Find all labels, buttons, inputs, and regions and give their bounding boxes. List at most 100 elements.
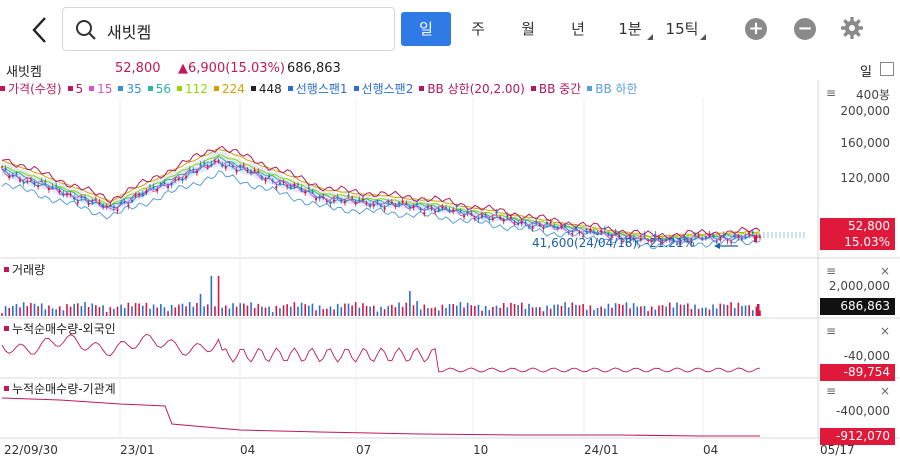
volume-bar <box>275 305 278 316</box>
candle-body <box>499 216 502 218</box>
zoom-out-button[interactable]: − <box>794 18 816 40</box>
volume-bar <box>387 306 390 316</box>
candle-body <box>232 165 235 167</box>
volume-bar <box>160 304 162 316</box>
legend-item[interactable]: 선행스팬2 <box>353 80 413 97</box>
candle-body <box>307 187 310 189</box>
volume-bar <box>481 310 483 316</box>
price-tag-pct: 15.03% <box>844 235 890 249</box>
volume-bar <box>156 307 159 316</box>
volume-bar <box>712 304 714 316</box>
legend-swatch <box>530 86 536 91</box>
legend-item[interactable]: 56 <box>147 82 171 96</box>
candle-body <box>715 240 718 242</box>
gear-icon[interactable] <box>840 16 864 40</box>
menu-icon[interactable]: ≡ <box>826 324 837 338</box>
volume-bar <box>315 310 317 316</box>
candle-body <box>755 237 758 239</box>
volume-bar <box>170 304 173 316</box>
volume-bar <box>744 305 747 316</box>
moving-average-line <box>1 160 761 243</box>
candle-body <box>354 202 357 204</box>
legend-item[interactable]: 15 <box>89 82 112 96</box>
legend-item[interactable]: 35 <box>118 82 142 96</box>
x-tick: 04 <box>240 443 256 457</box>
volume-bar <box>658 305 660 316</box>
legend-item[interactable]: 224 <box>213 82 245 96</box>
candle-body <box>210 163 213 166</box>
tab-year[interactable]: 년 <box>555 12 601 46</box>
volume-bar <box>683 304 685 316</box>
candle-body <box>459 211 462 213</box>
candle-body <box>58 190 61 192</box>
candle-body <box>84 196 87 199</box>
close-icon[interactable]: × <box>879 384 890 398</box>
candle-body <box>733 235 736 238</box>
volume-bar <box>757 304 760 316</box>
menu-icon[interactable]: ≡ <box>826 384 837 398</box>
volume-bar <box>232 303 234 316</box>
candle-body <box>748 232 751 235</box>
legend-item[interactable]: BB 중간 <box>530 80 581 97</box>
volume-bar <box>553 304 556 316</box>
legend-item[interactable]: 448 <box>250 82 282 96</box>
volume-bar <box>603 308 606 316</box>
candle-body <box>206 165 209 168</box>
candle-body <box>167 186 170 188</box>
tab-minute[interactable]: 1분 <box>607 12 653 46</box>
legend-item[interactable]: 112 <box>177 82 208 96</box>
candle-body <box>596 233 599 235</box>
search-box[interactable]: 새빗켐 <box>62 7 395 51</box>
price-tag-price: 52,800 <box>848 219 890 233</box>
candle-body <box>452 209 455 212</box>
pane-title-text: 거래량 <box>12 263 46 277</box>
legend-item[interactable]: 가격(수정) <box>0 80 62 97</box>
candle-body <box>116 209 119 212</box>
tab-week[interactable]: 주 <box>455 12 501 46</box>
legend-item[interactable]: 선행스팬1 <box>287 80 348 97</box>
volume-bar <box>297 306 299 316</box>
tab-day[interactable]: 일 <box>401 12 451 46</box>
candle-body <box>390 201 393 203</box>
volume-bar <box>463 307 465 316</box>
volume-bar <box>246 305 249 316</box>
volume-bar <box>546 305 548 316</box>
tab-tick[interactable]: 15틱 <box>658 12 706 46</box>
maximize-icon[interactable] <box>880 62 894 76</box>
candle-body <box>296 183 299 185</box>
candle-body <box>195 171 198 174</box>
volume-bar <box>206 304 209 316</box>
legend-item[interactable]: BB 상한(20,2.00) <box>419 80 525 97</box>
candle-body <box>40 180 43 182</box>
candle-body <box>484 215 487 217</box>
volume-bar <box>336 303 339 316</box>
candle-body <box>726 240 729 242</box>
candle-body <box>754 235 757 243</box>
legend-item[interactable]: BB 하한 <box>587 80 638 97</box>
minus-icon: − <box>797 18 813 39</box>
candle-body <box>744 236 747 238</box>
candle-body <box>159 183 162 185</box>
volume-bar <box>311 303 314 316</box>
close-icon[interactable]: × <box>879 264 890 278</box>
close-icon[interactable]: × <box>879 324 890 338</box>
zoom-in-button[interactable]: + <box>745 18 767 40</box>
volume-bar <box>441 304 444 316</box>
menu-icon[interactable]: ≡ <box>826 86 837 100</box>
volume-bar <box>4 306 7 316</box>
candle-body <box>250 170 253 173</box>
x-tick: 07 <box>356 443 372 457</box>
volume-bar <box>138 303 140 316</box>
candle-body <box>37 185 40 188</box>
candle-body <box>361 198 364 201</box>
volume-bar <box>517 304 519 316</box>
volume-bar <box>178 304 180 316</box>
candle-body <box>65 194 68 196</box>
volume-bar <box>759 310 761 316</box>
volume-bar <box>123 307 126 316</box>
volume-bar <box>499 307 501 316</box>
back-button[interactable] <box>22 12 58 48</box>
menu-icon[interactable]: ≡ <box>826 264 837 278</box>
tab-month[interactable]: 월 <box>505 12 551 46</box>
legend-item[interactable]: 5 <box>67 82 83 96</box>
